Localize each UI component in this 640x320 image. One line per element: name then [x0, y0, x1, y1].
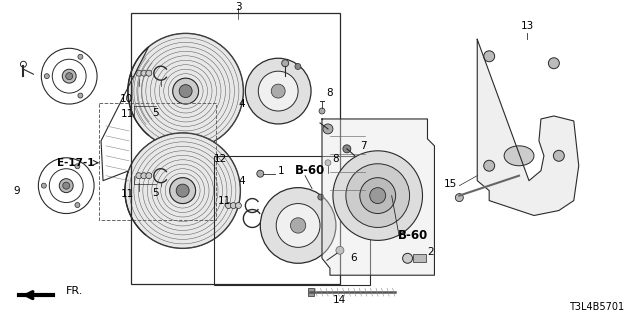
Text: 2: 2	[428, 247, 434, 257]
Circle shape	[403, 253, 413, 263]
Bar	[99, 103, 216, 220]
Text: FR.: FR.	[66, 286, 84, 296]
Bar	[413, 254, 426, 262]
Text: 11: 11	[218, 196, 231, 205]
Text: 5: 5	[152, 188, 159, 198]
Text: 10: 10	[120, 94, 132, 104]
Circle shape	[257, 170, 264, 177]
Circle shape	[141, 173, 147, 179]
Text: 15: 15	[444, 179, 458, 189]
Circle shape	[66, 73, 73, 80]
Circle shape	[176, 184, 189, 197]
Circle shape	[136, 70, 142, 76]
Text: 11: 11	[122, 188, 134, 199]
Bar	[308, 288, 314, 296]
Text: 7: 7	[360, 141, 367, 151]
Circle shape	[146, 70, 152, 76]
Text: E-17-1: E-17-1	[56, 158, 94, 168]
Text: 8: 8	[326, 88, 333, 98]
Circle shape	[75, 164, 80, 169]
Circle shape	[291, 218, 306, 233]
Circle shape	[230, 203, 236, 209]
Text: 13: 13	[520, 21, 534, 31]
Circle shape	[370, 188, 386, 204]
Circle shape	[484, 160, 495, 171]
Circle shape	[44, 74, 49, 79]
Circle shape	[318, 194, 324, 200]
Circle shape	[484, 51, 495, 62]
Text: 8: 8	[332, 154, 339, 164]
Circle shape	[245, 58, 311, 124]
Circle shape	[170, 178, 196, 204]
Circle shape	[360, 178, 396, 213]
Circle shape	[225, 203, 232, 209]
Text: 14: 14	[333, 295, 346, 305]
Circle shape	[276, 204, 320, 247]
Circle shape	[179, 84, 192, 98]
Text: 12: 12	[214, 154, 227, 164]
Circle shape	[63, 182, 70, 189]
Circle shape	[141, 70, 147, 76]
Bar	[131, 13, 340, 284]
Text: 4: 4	[238, 176, 245, 186]
Circle shape	[325, 160, 331, 166]
Text: 5: 5	[152, 108, 159, 118]
Text: 6: 6	[350, 253, 356, 263]
Circle shape	[554, 150, 564, 161]
Circle shape	[282, 60, 289, 67]
Circle shape	[323, 124, 333, 134]
Circle shape	[125, 133, 241, 248]
Circle shape	[60, 179, 73, 193]
Bar	[214, 156, 370, 285]
Circle shape	[78, 54, 83, 59]
Text: B-60: B-60	[397, 229, 428, 242]
Text: T3L4B5701: T3L4B5701	[570, 302, 625, 312]
Circle shape	[319, 108, 325, 114]
Text: B-60: B-60	[295, 164, 325, 177]
Polygon shape	[322, 119, 435, 275]
Circle shape	[146, 173, 152, 179]
Text: 11: 11	[122, 109, 134, 119]
Circle shape	[62, 69, 76, 83]
Circle shape	[336, 246, 344, 254]
Circle shape	[548, 58, 559, 69]
Text: 3: 3	[235, 3, 242, 12]
Circle shape	[343, 145, 351, 153]
Text: 1: 1	[278, 166, 285, 176]
Text: 4: 4	[238, 99, 245, 109]
Circle shape	[333, 151, 422, 240]
Circle shape	[75, 203, 80, 208]
Circle shape	[260, 188, 336, 263]
Circle shape	[236, 203, 241, 209]
Circle shape	[346, 164, 410, 228]
Circle shape	[78, 93, 83, 98]
Circle shape	[42, 183, 46, 188]
Polygon shape	[477, 39, 579, 215]
Text: 9: 9	[13, 186, 20, 196]
Ellipse shape	[504, 146, 534, 166]
Circle shape	[295, 63, 301, 69]
Circle shape	[259, 71, 298, 111]
Circle shape	[271, 84, 285, 98]
Circle shape	[173, 78, 198, 104]
Circle shape	[136, 173, 142, 179]
Circle shape	[455, 194, 463, 202]
Circle shape	[128, 33, 243, 149]
